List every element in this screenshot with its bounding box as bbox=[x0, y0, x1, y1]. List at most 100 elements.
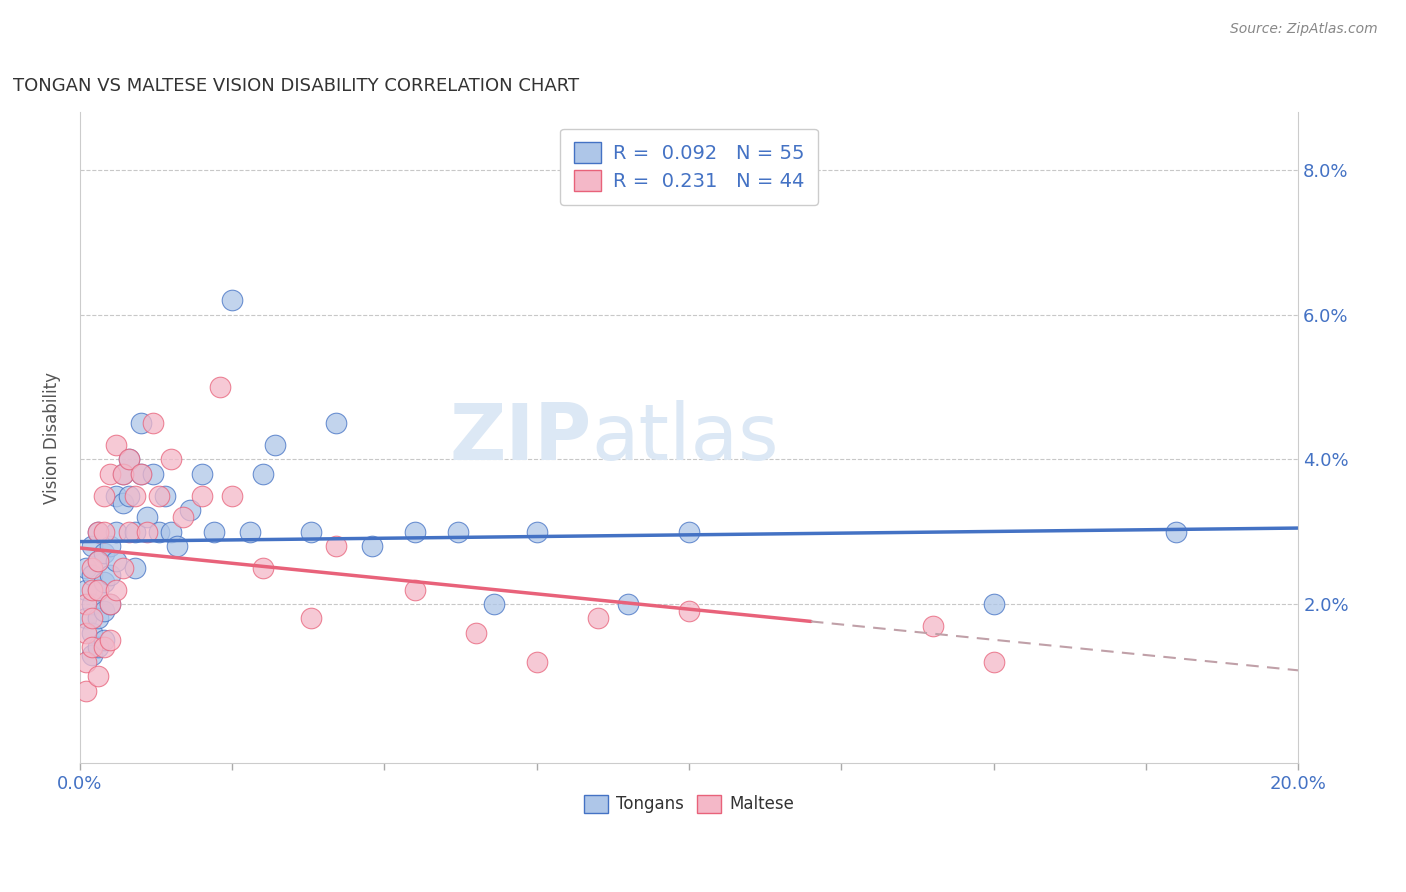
Point bbox=[617, 597, 640, 611]
Point bbox=[252, 467, 274, 481]
Point bbox=[98, 597, 121, 611]
Point bbox=[678, 604, 700, 618]
Point bbox=[75, 582, 97, 597]
Point bbox=[160, 524, 183, 539]
Point bbox=[117, 489, 139, 503]
Point bbox=[221, 293, 243, 308]
Point bbox=[166, 539, 188, 553]
Point bbox=[124, 524, 146, 539]
Point bbox=[404, 524, 426, 539]
Point bbox=[75, 655, 97, 669]
Point bbox=[299, 611, 322, 625]
Point bbox=[404, 582, 426, 597]
Point bbox=[190, 467, 212, 481]
Point bbox=[87, 582, 110, 597]
Text: TONGAN VS MALTESE VISION DISABILITY CORRELATION CHART: TONGAN VS MALTESE VISION DISABILITY CORR… bbox=[13, 78, 579, 95]
Point bbox=[464, 626, 486, 640]
Point bbox=[87, 640, 110, 655]
Point bbox=[93, 604, 115, 618]
Point bbox=[111, 467, 134, 481]
Point bbox=[75, 611, 97, 625]
Point bbox=[153, 489, 176, 503]
Point bbox=[105, 489, 128, 503]
Point bbox=[98, 467, 121, 481]
Point bbox=[361, 539, 384, 553]
Point bbox=[93, 633, 115, 648]
Point bbox=[526, 655, 548, 669]
Point bbox=[124, 489, 146, 503]
Point bbox=[105, 438, 128, 452]
Point bbox=[93, 575, 115, 590]
Point bbox=[325, 416, 347, 430]
Point bbox=[446, 524, 468, 539]
Point bbox=[678, 524, 700, 539]
Point bbox=[80, 626, 103, 640]
Point bbox=[98, 539, 121, 553]
Point bbox=[129, 416, 152, 430]
Point bbox=[252, 561, 274, 575]
Point bbox=[80, 597, 103, 611]
Point bbox=[160, 452, 183, 467]
Point bbox=[263, 438, 285, 452]
Point bbox=[80, 640, 103, 655]
Point bbox=[586, 611, 609, 625]
Point bbox=[80, 582, 103, 597]
Point bbox=[105, 554, 128, 568]
Point bbox=[80, 568, 103, 582]
Point bbox=[87, 554, 110, 568]
Point bbox=[75, 561, 97, 575]
Point bbox=[87, 524, 110, 539]
Point bbox=[105, 524, 128, 539]
Point bbox=[190, 489, 212, 503]
Point bbox=[105, 582, 128, 597]
Point bbox=[921, 618, 943, 632]
Point bbox=[983, 597, 1005, 611]
Point bbox=[87, 554, 110, 568]
Point bbox=[1166, 524, 1188, 539]
Point bbox=[75, 683, 97, 698]
Point bbox=[983, 655, 1005, 669]
Point bbox=[124, 561, 146, 575]
Point bbox=[179, 503, 201, 517]
Point bbox=[80, 561, 103, 575]
Point bbox=[148, 489, 170, 503]
Point bbox=[98, 633, 121, 648]
Point bbox=[75, 597, 97, 611]
Point bbox=[111, 467, 134, 481]
Point bbox=[129, 467, 152, 481]
Point bbox=[117, 452, 139, 467]
Point bbox=[93, 489, 115, 503]
Point bbox=[80, 611, 103, 625]
Point bbox=[87, 524, 110, 539]
Point bbox=[117, 524, 139, 539]
Point bbox=[111, 496, 134, 510]
Point bbox=[129, 467, 152, 481]
Text: atlas: atlas bbox=[592, 400, 779, 475]
Point bbox=[87, 611, 110, 625]
Point bbox=[98, 597, 121, 611]
Point bbox=[325, 539, 347, 553]
Point bbox=[117, 452, 139, 467]
Point bbox=[299, 524, 322, 539]
Point bbox=[482, 597, 505, 611]
Point bbox=[208, 380, 231, 394]
Point bbox=[93, 524, 115, 539]
Point bbox=[87, 582, 110, 597]
Point bbox=[93, 640, 115, 655]
Point bbox=[93, 546, 115, 560]
Point bbox=[135, 510, 157, 524]
Point bbox=[98, 568, 121, 582]
Point bbox=[80, 539, 103, 553]
Point bbox=[526, 524, 548, 539]
Point bbox=[202, 524, 225, 539]
Point bbox=[148, 524, 170, 539]
Point bbox=[221, 489, 243, 503]
Point bbox=[135, 524, 157, 539]
Point bbox=[87, 669, 110, 683]
Point bbox=[142, 467, 165, 481]
Text: Source: ZipAtlas.com: Source: ZipAtlas.com bbox=[1230, 22, 1378, 37]
Text: ZIP: ZIP bbox=[450, 400, 592, 475]
Point bbox=[239, 524, 262, 539]
Point bbox=[80, 648, 103, 662]
Point bbox=[75, 626, 97, 640]
